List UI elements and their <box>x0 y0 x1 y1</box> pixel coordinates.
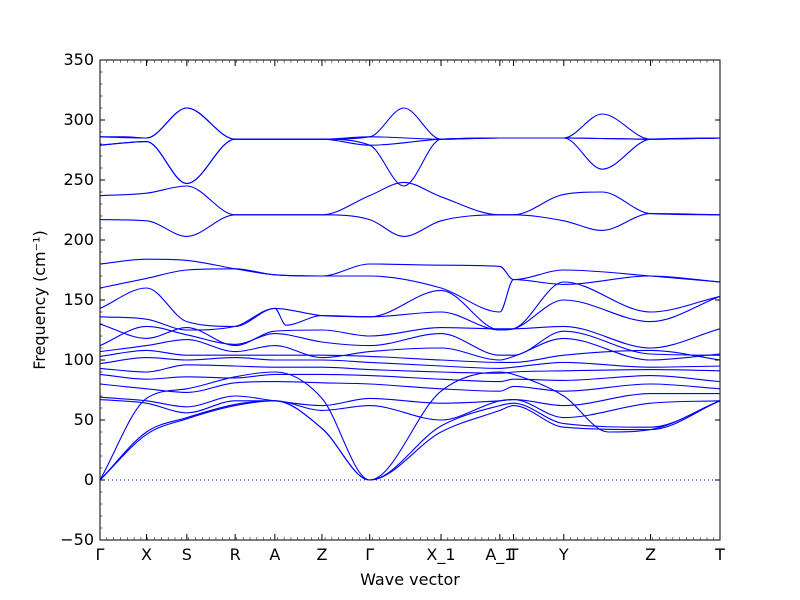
band-line-15 <box>100 357 720 369</box>
band-line-14 <box>100 349 720 363</box>
x-tick-label: Y <box>558 545 569 564</box>
band-line-6 <box>100 213 720 237</box>
x-axis-title: Wave vector <box>360 570 460 589</box>
y-tick-label: 0 <box>84 470 94 489</box>
band-line-11 <box>100 323 720 349</box>
band-lines <box>100 107 720 481</box>
band-line-18 <box>100 381 720 393</box>
band-line-17 <box>100 373 720 383</box>
y-tick-label: 200 <box>63 230 94 249</box>
x-tick-label: R <box>230 545 241 564</box>
y-tick-label: 300 <box>63 110 94 129</box>
x-tick-label: T <box>714 545 725 564</box>
y-tick-label: 350 <box>63 50 94 69</box>
band-line-20 <box>100 399 720 421</box>
y-tick-label: −50 <box>60 530 94 549</box>
band-line-1 <box>100 107 720 140</box>
x-tick-label: X_1 <box>426 545 455 565</box>
y-tick-label: 100 <box>63 350 94 369</box>
band-line-12 <box>100 325 720 356</box>
band-line-16 <box>100 364 720 374</box>
band-line-13 <box>100 337 720 361</box>
x-tick-label: A <box>269 545 280 564</box>
band-line-2 <box>100 137 720 185</box>
x-tick-label: T <box>508 545 519 564</box>
y-tick-label: 250 <box>63 170 94 189</box>
y-axis-title: Frequency (cm⁻¹) <box>30 230 49 369</box>
x-tick-label: Z <box>316 545 327 564</box>
x-tick-label: Γ <box>365 545 374 564</box>
x-axis-ticks: Γ X S R A Z Γ X_1 A_1T Y Z T <box>96 60 725 565</box>
y-axis-ticks: −50 0 50 100 150 200 250 300 350 <box>60 50 720 549</box>
x-tick-label: Γ <box>96 545 105 564</box>
x-tick-label: Z <box>645 545 656 564</box>
band-line-4 <box>100 137 720 187</box>
x-tick-label: X <box>141 545 152 564</box>
band-line-9 <box>100 281 720 331</box>
band-line-23 <box>100 371 720 481</box>
plot-frame <box>99 59 721 541</box>
band-line-19 <box>100 393 720 408</box>
band-line-8 <box>100 268 720 313</box>
x-tick-label: A_1 <box>485 545 514 565</box>
y-tick-label: 50 <box>74 410 94 429</box>
x-tick-label: S <box>182 545 192 564</box>
band-line-3 <box>100 107 720 140</box>
band-line-10 <box>100 289 720 331</box>
band-line-5 <box>100 181 720 216</box>
y-tick-label: 150 <box>63 290 94 309</box>
band-line-7 <box>100 258 720 283</box>
